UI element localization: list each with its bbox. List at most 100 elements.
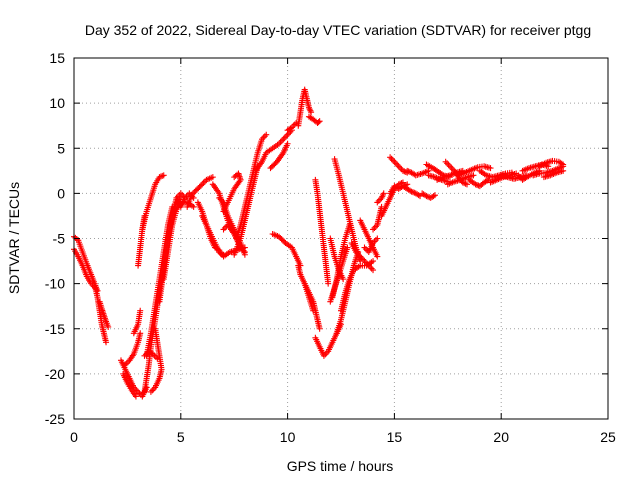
data-point <box>154 355 161 362</box>
data-point <box>432 166 439 173</box>
data-track-68 <box>540 167 567 181</box>
data-point <box>105 323 112 330</box>
data-point <box>487 165 494 172</box>
data-point <box>220 208 227 215</box>
y-tick-labels: -25 -20 -15 -10 -5 0 5 10 15 <box>45 50 608 427</box>
data-point <box>280 136 287 143</box>
data-track-52 <box>387 154 411 176</box>
data-point <box>372 237 379 244</box>
data-point <box>374 253 381 260</box>
data-point <box>464 181 471 188</box>
data-point <box>444 160 451 167</box>
data-point <box>371 224 378 231</box>
data-point <box>395 163 402 170</box>
y-tick-label: -25 <box>45 411 65 427</box>
data-point <box>409 189 416 196</box>
data-track-13 <box>139 172 167 233</box>
data-point <box>388 155 395 162</box>
data-point <box>483 177 490 184</box>
data-point <box>316 325 323 332</box>
data-point <box>325 280 332 287</box>
data-track-5 <box>120 370 139 400</box>
chart-title: Day 352 of 2022, Sidereal Day-to-day VTE… <box>85 22 591 38</box>
y-tick-label: 10 <box>49 95 65 111</box>
data-track-28 <box>267 140 291 172</box>
data-point <box>394 161 401 168</box>
data-point <box>389 157 396 164</box>
data-track-4 <box>117 357 150 400</box>
data-point <box>423 193 430 200</box>
x-axis-label: GPS time / hours <box>287 458 394 474</box>
data-track-48 <box>378 179 406 219</box>
data-point <box>241 251 248 258</box>
data-point <box>560 167 567 174</box>
data-point <box>522 175 529 182</box>
data-point <box>408 188 415 195</box>
data-track-42 <box>331 156 364 265</box>
data-point <box>137 307 144 314</box>
data-point <box>159 172 166 179</box>
data-point <box>375 197 382 204</box>
data-track-29 <box>295 86 315 129</box>
data-point <box>73 236 80 243</box>
data-point <box>445 161 452 168</box>
x-tick-label: 0 <box>70 429 78 445</box>
data-point <box>387 154 394 161</box>
y-axis-label: SDTVAR / TECUs <box>6 182 22 294</box>
data-point <box>103 339 110 346</box>
data-point <box>200 179 207 186</box>
x-tick-label: 25 <box>600 429 616 445</box>
data-track-45 <box>361 235 381 256</box>
data-point <box>284 140 291 147</box>
data-point <box>404 167 411 174</box>
data-point <box>132 393 139 400</box>
grid-lines <box>74 58 608 419</box>
data-point <box>306 106 313 113</box>
x-tick-label: 15 <box>387 429 403 445</box>
data-point <box>370 267 377 274</box>
data-point <box>283 133 290 140</box>
data-point <box>397 164 404 171</box>
data-point <box>241 244 248 251</box>
data-point <box>431 192 438 199</box>
data-point <box>157 173 164 180</box>
data-track-1 <box>71 246 99 292</box>
data-point <box>374 235 381 242</box>
data-point <box>137 330 144 337</box>
y-tick-label: -15 <box>45 321 65 337</box>
data-track-3 <box>96 298 112 330</box>
data-track-47 <box>374 190 387 206</box>
data-point <box>220 226 227 233</box>
data-track-60 <box>466 176 492 190</box>
data-point <box>462 180 469 187</box>
x-tick-label: 10 <box>280 429 296 445</box>
data-track-50 <box>399 183 424 200</box>
data-track-53 <box>404 167 432 179</box>
data-points <box>71 86 567 400</box>
y-tick-label: -10 <box>45 276 65 292</box>
data-point <box>405 168 412 175</box>
data-point <box>470 172 477 179</box>
data-point <box>147 388 154 395</box>
data-point <box>315 119 322 126</box>
y-tick-label: 0 <box>57 185 65 201</box>
data-track-17 <box>184 174 216 210</box>
data-point <box>263 131 270 138</box>
data-track-67 <box>536 157 567 170</box>
data-point <box>136 390 143 397</box>
data-track-7 <box>141 190 189 395</box>
data-track-27 <box>252 127 295 174</box>
data-point <box>380 190 387 197</box>
data-point <box>392 160 399 167</box>
data-track-31 <box>305 113 323 126</box>
data-point <box>293 119 300 126</box>
data-track-26 <box>231 163 261 258</box>
data-point <box>197 182 204 189</box>
x-tick-label: 20 <box>493 429 509 445</box>
data-point <box>370 258 377 265</box>
data-point <box>472 181 479 188</box>
data-point <box>152 354 159 361</box>
y-tick-label: 15 <box>49 50 65 66</box>
y-tick-label: 5 <box>57 140 65 156</box>
